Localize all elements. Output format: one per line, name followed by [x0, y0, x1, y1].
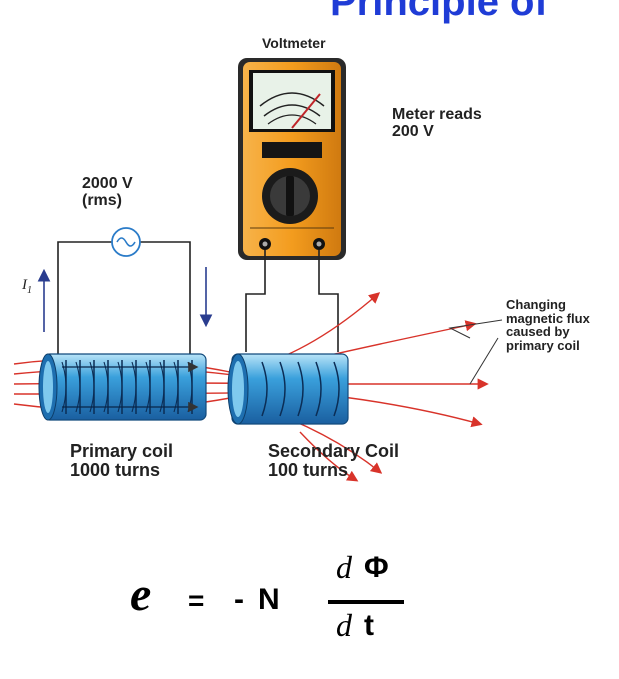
current-subscript: 1	[27, 285, 32, 296]
faraday-equation: e = - N d Φ d t	[0, 495, 619, 679]
secondary-coil-label: Secondary Coil 100 turns	[268, 442, 399, 480]
primary-coil	[38, 353, 207, 421]
voltmeter-label: Voltmeter	[262, 35, 326, 51]
source-voltage-label: 2000 V (rms)	[82, 175, 133, 210]
flux-line1: Changing	[506, 297, 566, 312]
voltmeter	[238, 58, 346, 260]
secondary-name: Secondary Coil	[268, 441, 400, 461]
meter-lead-right	[318, 250, 339, 352]
primary-circuit	[37, 227, 213, 354]
source-rms: (rms)	[82, 191, 123, 209]
fraction-bar	[328, 600, 404, 604]
secondary-turns: 100 turns	[268, 459, 349, 480]
flux-callout-line	[448, 319, 503, 339]
numerator-d: d	[336, 549, 352, 585]
primary-turns: 1000 turns	[70, 459, 161, 480]
turns-symbol: N	[258, 583, 280, 616]
secondary-coil	[227, 353, 349, 425]
emf-symbol: e	[130, 568, 152, 621]
meter-reading-line1: Meter reads	[392, 106, 482, 123]
equals-sign: =	[188, 585, 205, 616]
flux-callout-line-2	[469, 337, 499, 385]
page-title: Principle of	[330, 0, 548, 24]
primary-name: Primary coil	[70, 441, 174, 461]
flux-label: Changing magnetic flux caused by primary…	[506, 298, 590, 353]
flux-line2: magnetic flux	[506, 310, 590, 326]
denominator-d: d	[336, 607, 352, 643]
meter-reading-line2: 200 V	[392, 122, 434, 140]
minus-sign: -	[234, 583, 244, 616]
meter-lead-left	[245, 250, 266, 352]
current-label: I1	[22, 277, 32, 297]
time-symbol: t	[364, 609, 374, 642]
meter-reading-label: Meter reads 200 V	[392, 106, 482, 141]
phi-symbol: Φ	[364, 551, 389, 584]
flux-line4: primary coil	[506, 337, 580, 353]
flux-line3: caused by	[506, 324, 570, 340]
source-voltage: 2000 V	[82, 175, 133, 192]
current-symbol: I	[22, 277, 27, 293]
transformer-diagram: Voltmeter Meter reads 200 V 2000 V (rms)…	[0, 32, 619, 490]
diagram-graphic	[13, 58, 503, 482]
primary-coil-label: Primary coil 1000 turns	[70, 442, 173, 480]
